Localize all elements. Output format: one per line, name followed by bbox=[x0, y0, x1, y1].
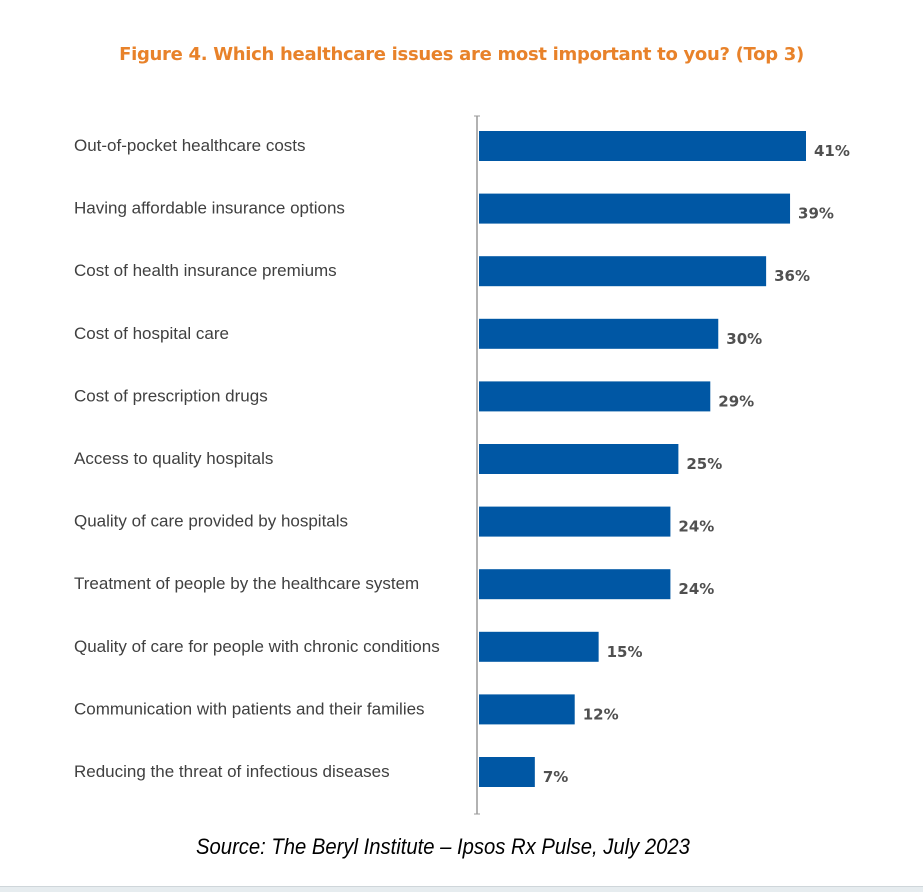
bar bbox=[479, 631, 599, 662]
bar bbox=[479, 381, 711, 412]
bar bbox=[479, 506, 671, 537]
category-label: Out-of-pocket healthcare costs bbox=[74, 136, 306, 155]
bar bbox=[479, 444, 679, 474]
bar bbox=[479, 318, 719, 349]
bar bbox=[479, 569, 671, 600]
bar bbox=[479, 256, 767, 287]
category-label: Communication with patients and their fa… bbox=[74, 699, 425, 718]
category-label: Access to quality hospitals bbox=[74, 449, 273, 468]
bar bbox=[479, 193, 791, 224]
bar bbox=[479, 131, 806, 161]
category-label: Quality of care provided by hospitals bbox=[74, 512, 348, 531]
data-label: 7% bbox=[543, 768, 568, 786]
source-note: Source: The Beryl Institute – Ipsos Rx P… bbox=[196, 834, 690, 859]
category-label: Having affordable insurance options bbox=[74, 199, 345, 218]
category-label: Treatment of people by the healthcare sy… bbox=[74, 574, 419, 593]
category-label: Cost of prescription drugs bbox=[74, 386, 268, 405]
bottom-strip bbox=[0, 886, 923, 892]
data-label: 12% bbox=[583, 705, 619, 723]
data-label: 30% bbox=[726, 330, 762, 348]
data-label: 39% bbox=[798, 205, 834, 223]
data-label: 29% bbox=[718, 392, 754, 410]
data-label: 24% bbox=[678, 518, 714, 536]
data-label: 24% bbox=[678, 580, 714, 598]
chart-title: Figure 4. Which healthcare issues are mo… bbox=[119, 44, 804, 65]
category-label: Cost of hospital care bbox=[74, 324, 229, 343]
data-label: 41% bbox=[814, 142, 850, 160]
data-label: 25% bbox=[686, 455, 722, 473]
bar bbox=[479, 757, 535, 787]
category-label: Cost of health insurance premiums bbox=[74, 261, 337, 280]
data-label: 15% bbox=[607, 643, 643, 661]
data-label: 36% bbox=[774, 267, 810, 285]
bar bbox=[479, 694, 575, 725]
category-label: Reducing the threat of infectious diseas… bbox=[74, 762, 390, 781]
category-label: Quality of care for people with chronic … bbox=[74, 637, 440, 656]
